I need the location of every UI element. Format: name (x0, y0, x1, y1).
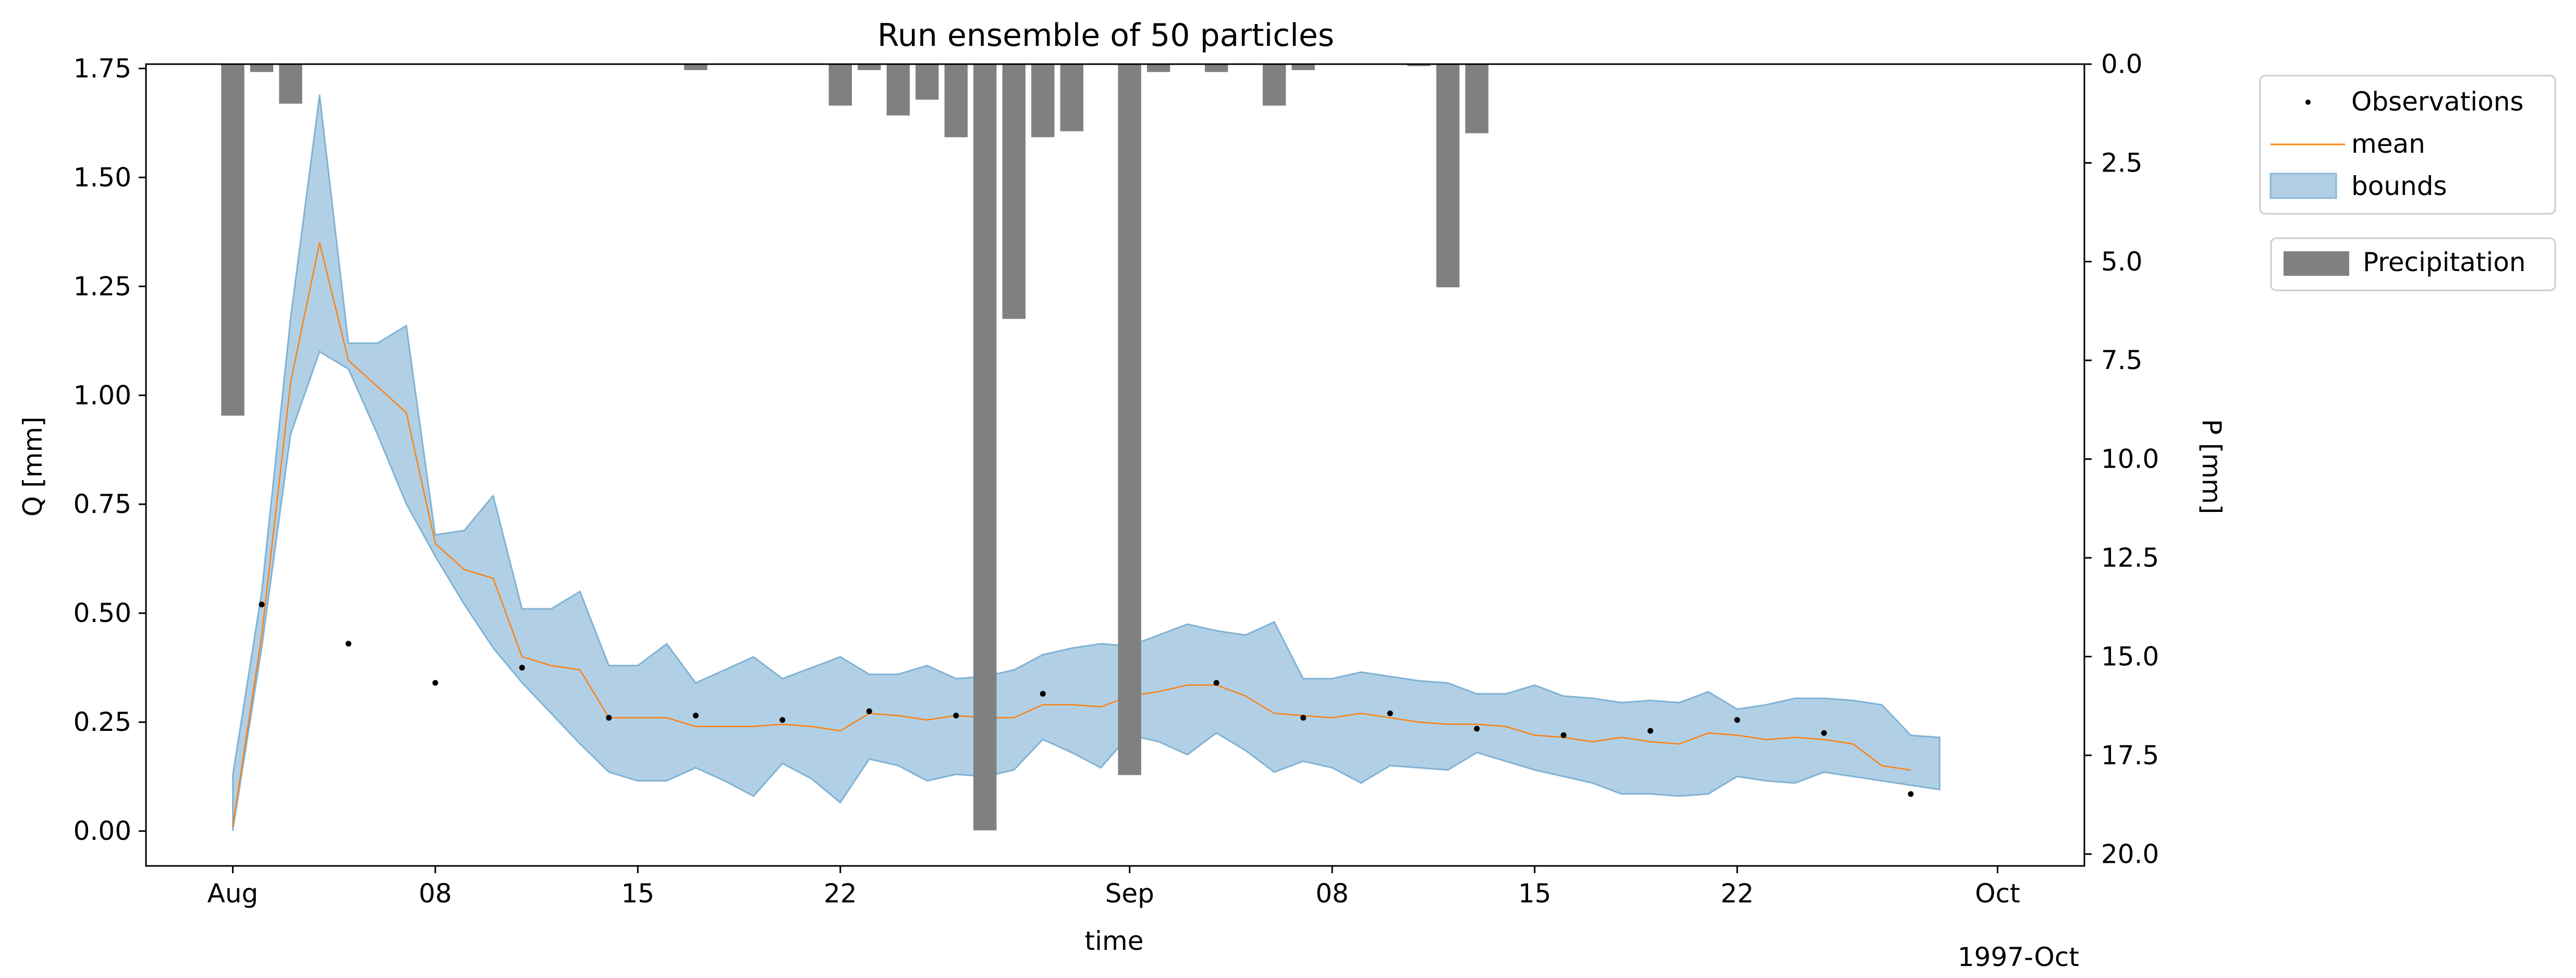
y-tick-label-6: 1.50 (74, 162, 131, 192)
y-right-tick-label-5: 12.5 (2101, 543, 2159, 573)
observation-point-3 (519, 665, 525, 671)
precipitation-bar-0 (221, 64, 245, 416)
precipitation-bar-11 (1031, 64, 1055, 138)
y-right-tick-label-7: 17.5 (2101, 740, 2159, 771)
precipitation-bar-1 (250, 64, 274, 72)
x-tick-label-1: 08 (419, 878, 452, 909)
x-axis-ticks: Aug 08 15 22 Sep 08 15 22 Oct (207, 866, 2020, 909)
mean-line (232, 242, 1911, 827)
y-right-tick-label-2: 5.0 (2101, 247, 2143, 277)
observation-point-10 (1213, 680, 1219, 686)
y-axis-label-left: Q [mm] (18, 417, 48, 517)
precipitation-bars-layer (221, 64, 1488, 830)
legend-mean-label: mean (2351, 129, 2425, 159)
legend-precipitation-swatch (2284, 251, 2349, 276)
precipitation-bar-8 (944, 64, 968, 138)
precipitation-bar-20 (1465, 64, 1488, 133)
precipitation-bar-18 (1407, 64, 1431, 66)
y-right-tick-label-0: 0.0 (2101, 49, 2143, 79)
y-tick-label-0: 0.00 (74, 816, 131, 846)
observation-point-5 (692, 713, 699, 719)
precipitation-bar-2 (279, 64, 302, 104)
observation-point-0 (259, 602, 265, 607)
y-tick-label-5: 1.25 (74, 271, 131, 301)
observation-point-13 (1474, 726, 1480, 732)
precipitation-bar-4 (828, 64, 852, 106)
legend-precipitation-label: Precipitation (2363, 247, 2526, 277)
y-right-tick-label-3: 7.5 (2101, 345, 2143, 375)
observation-point-12 (1387, 710, 1393, 716)
observation-point-11 (1300, 715, 1307, 721)
x-tick-label-6: 15 (1518, 878, 1552, 909)
legend-observations-marker (2305, 100, 2311, 105)
mean-line-layer (232, 242, 1911, 827)
y-right-tick-label-6: 15.0 (2101, 641, 2159, 671)
y-tick-label-1: 0.25 (74, 707, 131, 737)
observation-point-15 (1647, 728, 1654, 734)
y-tick-label-7: 1.75 (74, 53, 131, 83)
legend-observations-label: Observations (2351, 87, 2524, 117)
x-tick-label-2: 15 (621, 878, 655, 909)
precipitation-bar-3 (684, 64, 707, 70)
bounds-band-layer (232, 94, 1940, 832)
precipitation-bar-6 (886, 64, 910, 116)
y-tick-label-2: 0.50 (74, 598, 131, 628)
x-tick-label-3: 22 (824, 878, 857, 909)
observation-point-7 (866, 708, 872, 714)
observation-point-17 (1821, 730, 1827, 736)
precipitation-bar-12 (1060, 64, 1083, 131)
precipitation-bar-13 (1118, 64, 1141, 775)
y-right-tick-label-1: 2.5 (2101, 148, 2143, 178)
bounds-band (232, 94, 1940, 832)
y-right-tick-label-8: 20.0 (2101, 839, 2159, 869)
observation-point-2 (432, 680, 438, 686)
legend-bounds-swatch (2269, 173, 2337, 199)
observation-points-layer (259, 602, 1914, 797)
observation-point-1 (345, 641, 351, 647)
precipitation-bar-19 (1436, 64, 1460, 288)
x-axis-offset-label: 1997-Oct (1958, 942, 2079, 972)
y-right-tick-label-4: 10.0 (2101, 444, 2159, 474)
observation-point-8 (953, 713, 959, 719)
precipitation-bar-9 (973, 64, 997, 830)
observation-point-9 (1040, 691, 1046, 697)
precipitation-bar-14 (1147, 64, 1170, 72)
y-tick-label-3: 0.75 (74, 489, 131, 519)
plot-frame (145, 63, 2085, 867)
y-axis-ticks-right: 0.0 2.5 5.0 7.5 10.0 12.5 15.0 17.5 20.0 (2084, 49, 2159, 869)
precipitation-bar-7 (915, 64, 939, 100)
x-tick-label-0: Aug (207, 878, 259, 909)
x-tick-label-4: Sep (1105, 878, 1154, 909)
precipitation-bar-15 (1205, 64, 1228, 72)
chart-title: Run ensemble of 50 particles (877, 17, 1334, 54)
x-tick-label-8: Oct (1975, 878, 2020, 909)
legend-bounds-label: bounds (2351, 171, 2447, 201)
observation-point-14 (1560, 732, 1567, 738)
observation-point-18 (1908, 791, 1914, 797)
y-axis-label-right: P [mm] (2196, 419, 2227, 514)
y-tick-label-4: 1.00 (74, 380, 131, 410)
precipitation-bar-10 (1002, 64, 1025, 319)
observation-point-6 (779, 717, 786, 723)
x-axis-label: time (1085, 926, 1144, 956)
observation-point-16 (1734, 717, 1740, 723)
legend-main: Observations mean bounds (2259, 75, 2556, 215)
x-tick-label-7: 22 (1720, 878, 1754, 909)
legend-precipitation: Precipitation (2270, 237, 2556, 291)
precipitation-bar-16 (1263, 64, 1286, 106)
precipitation-bar-17 (1291, 64, 1315, 70)
observation-point-4 (606, 715, 612, 721)
x-tick-label-5: 08 (1315, 878, 1349, 909)
precipitation-bar-5 (858, 64, 881, 70)
y-axis-ticks-left: 0.00 0.25 0.50 0.75 1.00 1.25 1.50 1.75 (74, 53, 146, 846)
